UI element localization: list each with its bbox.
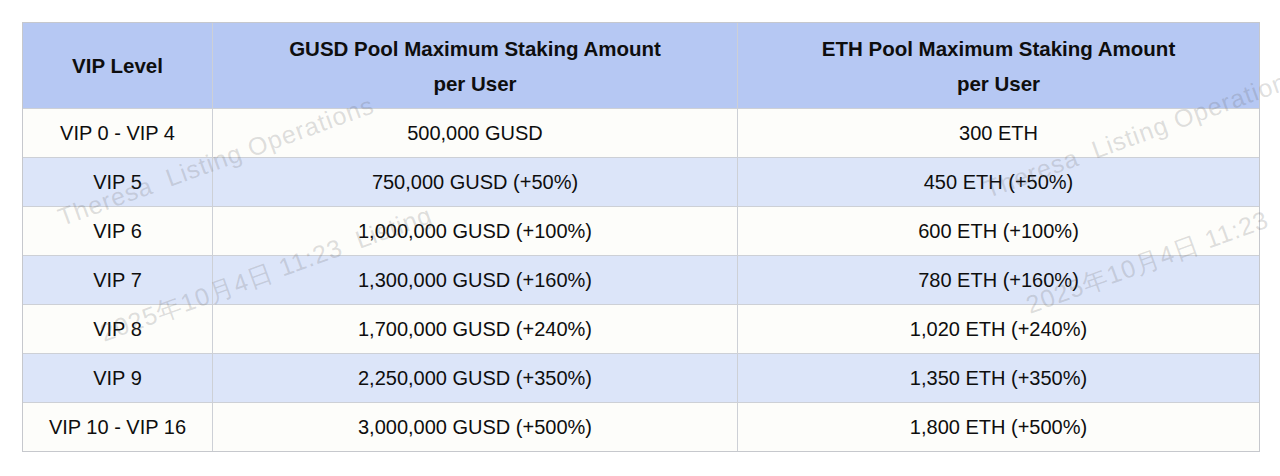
eth-amount-cell: 300 ETH: [738, 109, 1259, 157]
eth-header-line-2: per User: [957, 66, 1040, 101]
table-header-row: VIP Level GUSD Pool Maximum Staking Amou…: [23, 23, 1259, 108]
eth-header-line-1: ETH Pool Maximum Staking Amount: [822, 31, 1175, 66]
vip-level-cell: VIP 6: [23, 207, 213, 255]
header-cell-gusd-pool: GUSD Pool Maximum Staking Amount per Use…: [213, 23, 738, 108]
table-row: VIP 9 2,250,000 GUSD (+350%) 1,350 ETH (…: [23, 353, 1259, 402]
gusd-amount-cell: 1,700,000 GUSD (+240%): [213, 305, 738, 353]
vip-level-cell: VIP 10 - VIP 16: [23, 403, 213, 451]
gusd-amount-cell: 500,000 GUSD: [213, 109, 738, 157]
eth-amount-cell: 600 ETH (+100%): [738, 207, 1259, 255]
gusd-amount-cell: 1,300,000 GUSD (+160%): [213, 256, 738, 304]
gusd-header-line-2: per User: [433, 66, 516, 101]
table-row: VIP 0 - VIP 4 500,000 GUSD 300 ETH: [23, 108, 1259, 157]
vip-level-cell: VIP 8: [23, 305, 213, 353]
eth-amount-cell: 1,350 ETH (+350%): [738, 354, 1259, 402]
header-cell-vip-level: VIP Level: [23, 23, 213, 108]
vip-level-cell: VIP 7: [23, 256, 213, 304]
table-row: VIP 8 1,700,000 GUSD (+240%) 1,020 ETH (…: [23, 304, 1259, 353]
gusd-amount-cell: 750,000 GUSD (+50%): [213, 158, 738, 206]
table-row: VIP 5 750,000 GUSD (+50%) 450 ETH (+50%): [23, 157, 1259, 206]
gusd-amount-cell: 3,000,000 GUSD (+500%): [213, 403, 738, 451]
header-cell-eth-pool: ETH Pool Maximum Staking Amount per User: [738, 23, 1259, 108]
vip-level-cell: VIP 5: [23, 158, 213, 206]
vip-staking-limits-table: VIP Level GUSD Pool Maximum Staking Amou…: [22, 22, 1260, 452]
table-row: VIP 6 1,000,000 GUSD (+100%) 600 ETH (+1…: [23, 206, 1259, 255]
gusd-header-line-1: GUSD Pool Maximum Staking Amount: [289, 31, 661, 66]
gusd-amount-cell: 2,250,000 GUSD (+350%): [213, 354, 738, 402]
page: VIP Level GUSD Pool Maximum Staking Amou…: [0, 0, 1280, 476]
eth-amount-cell: 450 ETH (+50%): [738, 158, 1259, 206]
vip-level-cell: VIP 9: [23, 354, 213, 402]
table-row: VIP 10 - VIP 16 3,000,000 GUSD (+500%) 1…: [23, 402, 1259, 451]
table-row: VIP 7 1,300,000 GUSD (+160%) 780 ETH (+1…: [23, 255, 1259, 304]
eth-amount-cell: 1,800 ETH (+500%): [738, 403, 1259, 451]
vip-level-cell: VIP 0 - VIP 4: [23, 109, 213, 157]
gusd-amount-cell: 1,000,000 GUSD (+100%): [213, 207, 738, 255]
eth-amount-cell: 1,020 ETH (+240%): [738, 305, 1259, 353]
eth-amount-cell: 780 ETH (+160%): [738, 256, 1259, 304]
vip-level-header-label: VIP Level: [72, 48, 163, 83]
